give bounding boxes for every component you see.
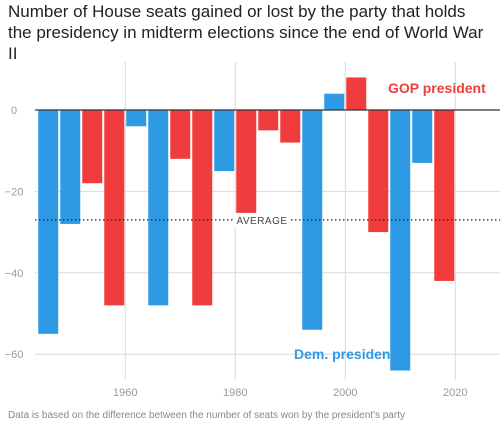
x-tick-label: 2020	[443, 387, 467, 399]
bar-1990	[280, 110, 301, 143]
bar-1982	[236, 110, 257, 216]
bar-1954	[82, 110, 103, 184]
y-tick-label: −60	[5, 349, 24, 361]
bar-1950	[60, 110, 81, 224]
bar-1970	[170, 110, 191, 159]
x-tick-label: 2000	[333, 387, 357, 399]
bar-1998	[324, 93, 345, 110]
bar-1962	[126, 110, 147, 127]
x-tick-label: 1960	[113, 387, 137, 399]
bar-1978	[214, 110, 235, 172]
bar-2018	[434, 110, 455, 281]
bar-1986	[258, 110, 279, 131]
x-tick-label: 1980	[223, 387, 247, 399]
bar-1958	[104, 110, 125, 306]
midterm-seats-chart: 0 −20 −40 −60 1960 1980 2000 2020 AVERAGE GOP pre…	[5, 62, 500, 399]
bar-2006	[368, 110, 389, 233]
y-tick-label: −20	[5, 186, 24, 198]
legend-gop-president: GOP president	[388, 80, 486, 96]
bar-1966	[148, 110, 169, 306]
footnote: Data is based on the difference between …	[8, 410, 405, 421]
legend-dem-president: Dem. president	[294, 346, 395, 362]
average-label: AVERAGE	[236, 216, 287, 227]
y-tick-label: 0	[11, 105, 17, 117]
bar-2014	[412, 110, 433, 163]
bar-1946	[38, 110, 59, 334]
chart-title: Number of House seats gained or lost by …	[8, 2, 484, 63]
bar-2010	[390, 110, 411, 371]
bar-2002	[346, 77, 367, 110]
y-tick-label: −40	[5, 268, 24, 280]
average-label-bg	[234, 212, 290, 227]
bar-1974	[192, 110, 213, 306]
